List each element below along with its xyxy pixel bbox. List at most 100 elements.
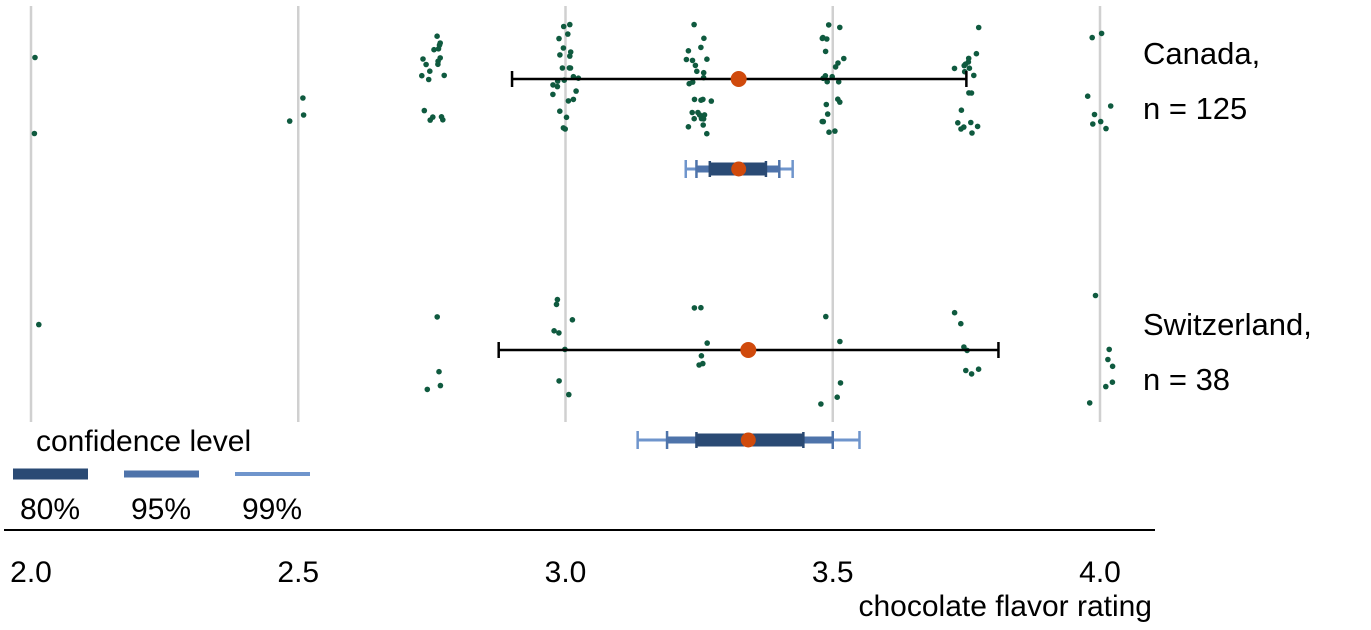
rating-point (969, 130, 975, 136)
group-labels: Canada, n = 125 Switzerland, n = 38 (1143, 36, 1312, 397)
rating-point (551, 328, 557, 334)
legend-item-99%: 99% (235, 472, 310, 526)
legend: confidence level 80% 95% 99% (13, 425, 310, 526)
ci-mean-point (731, 161, 747, 177)
rating-point (691, 115, 697, 122)
rating-point (1097, 118, 1104, 125)
rating-point (965, 55, 972, 62)
rating-point (1106, 346, 1112, 353)
rating-point (419, 72, 425, 79)
rating-points (31, 21, 1116, 407)
rating-point (440, 117, 446, 123)
rating-point (437, 382, 444, 389)
rating-point (434, 314, 441, 320)
rating-point (565, 31, 571, 37)
x-tick-label: 4.0 (1079, 556, 1121, 589)
rating-point (698, 44, 704, 51)
rating-point (554, 83, 561, 90)
grid-lines (29, 6, 1102, 422)
rating-point (975, 24, 982, 31)
rating-point (437, 55, 444, 61)
rating-point (286, 118, 293, 124)
rating-point (973, 50, 980, 57)
rating-point (701, 35, 707, 42)
rating-point (825, 22, 832, 28)
rating-point (556, 330, 562, 336)
rating-point (822, 48, 829, 55)
rating-point (1109, 379, 1116, 386)
x-tick-label: 2.5 (277, 556, 319, 589)
rating-point (951, 309, 958, 316)
legend-item-80%: 80% (13, 468, 88, 526)
rating-point (685, 124, 692, 130)
x-tick-label: 3.0 (545, 556, 587, 589)
rating-point (823, 101, 830, 108)
rating-point (708, 98, 715, 104)
rating-point (837, 338, 843, 345)
rating-point (966, 90, 972, 96)
rating-point (696, 112, 703, 118)
legend-label: 95% (131, 493, 191, 526)
rating-point (824, 36, 830, 42)
rating-point (437, 40, 444, 46)
rating-point (689, 109, 695, 116)
rating-point (424, 386, 431, 393)
rating-point (565, 98, 572, 104)
rating-point (704, 56, 710, 62)
rating-point (700, 122, 706, 128)
legend-label: 99% (242, 493, 302, 526)
rating-point (837, 24, 843, 31)
rating-point (958, 107, 965, 113)
rating-point (837, 380, 844, 386)
rating-point (1107, 103, 1114, 109)
rating-point (835, 79, 842, 85)
rating-point (300, 112, 307, 118)
rating-point (685, 48, 692, 54)
rating-point (700, 360, 706, 367)
rating-point (955, 120, 961, 126)
rating-point (826, 129, 832, 135)
rating-point (951, 65, 958, 72)
rating-point (1086, 400, 1093, 406)
rating-point (566, 391, 572, 398)
rating-point (431, 46, 437, 53)
rating-point (961, 62, 967, 69)
rating-point (36, 321, 42, 328)
rating-point (550, 91, 556, 98)
rating-point (686, 80, 692, 87)
x-axis-label: chocolate flavor rating (859, 590, 1153, 623)
rating-point (704, 340, 710, 346)
rating-point (570, 96, 577, 103)
rating-point (1090, 121, 1096, 127)
rating-point (300, 95, 306, 101)
x-tick-label: 3.5 (812, 556, 854, 589)
rating-point (430, 114, 436, 120)
rating-point (1098, 30, 1105, 37)
legend-swatch (13, 468, 88, 480)
rating-point (1103, 125, 1109, 132)
rating-point (1109, 363, 1116, 370)
rating-point (569, 317, 576, 323)
group-label-name: Canada, (1143, 36, 1260, 71)
rating-point (691, 96, 698, 103)
rating-point (427, 68, 433, 74)
rating-point (1092, 292, 1099, 299)
rating-point (1091, 111, 1098, 118)
rating-point (556, 378, 562, 384)
rating-point (966, 65, 973, 71)
rating-point (567, 53, 573, 59)
rating-point (834, 394, 840, 401)
rating-point (557, 52, 563, 58)
legend-swatch (124, 470, 199, 478)
rating-point (974, 123, 981, 130)
group-label-name: Switzerland, (1143, 307, 1312, 342)
rating-point (566, 65, 573, 71)
rating-point (818, 401, 824, 407)
rating-point (31, 130, 38, 137)
rating-point (692, 62, 699, 69)
rating-point (691, 305, 698, 311)
rating-point (968, 371, 975, 377)
rating-point (701, 112, 708, 118)
rating-point (563, 114, 570, 121)
